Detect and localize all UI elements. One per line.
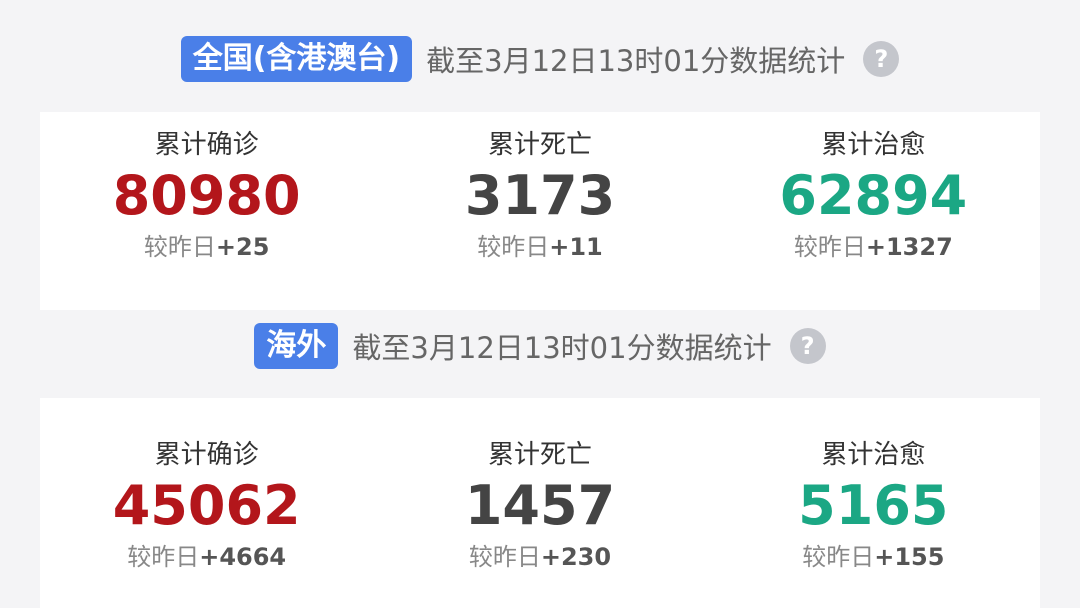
question-circle-icon[interactable]: ? [863, 41, 900, 77]
stat-value: 3173 [464, 164, 616, 227]
overseas-stats-card: 累计确诊 45062 较昨日+4664 累计死亡 1457 较昨日+230 累计… [40, 398, 1040, 608]
stat-label: 累计确诊 [154, 130, 259, 160]
stat-value: 5165 [798, 474, 949, 537]
stat-confirmed: 累计确诊 45062 较昨日+4664 [40, 398, 373, 608]
stat-delta: 较昨日+230 [468, 543, 612, 571]
stat-delta: 较昨日+11 [477, 233, 603, 261]
stat-death: 累计死亡 1457 较昨日+230 [373, 398, 706, 608]
stat-delta: 较昨日+4664 [127, 543, 287, 571]
stat-delta: 较昨日+155 [802, 543, 945, 571]
stat-label: 累计治愈 [821, 130, 926, 160]
stat-death: 累计死亡 3173 较昨日+11 [373, 112, 706, 310]
stat-label: 累计死亡 [487, 130, 592, 160]
stat-value: 45062 [112, 474, 301, 537]
stat-label: 累计确诊 [154, 440, 259, 470]
stat-delta: 较昨日+25 [143, 233, 270, 261]
stat-value: 62894 [779, 164, 968, 227]
stat-confirmed: 累计确诊 80980 较昨日+25 [40, 112, 373, 310]
domestic-stats-card: 累计确诊 80980 较昨日+25 累计死亡 3173 较昨日+11 累计治愈 … [40, 112, 1040, 310]
overseas-header: 海外 截至3月12日13时01分数据统计 ? [0, 323, 1080, 369]
stat-value: 80980 [112, 164, 301, 227]
stat-cured: 累计治愈 62894 较昨日+1327 [707, 112, 1040, 310]
update-time: 截至3月12日13时01分数据统计 [426, 44, 846, 78]
region-badge: 海外 [254, 323, 339, 369]
update-time: 截至3月12日13时01分数据统计 [352, 331, 772, 365]
region-badge: 全国(含港澳台) [180, 36, 413, 82]
question-circle-icon[interactable]: ? [789, 328, 826, 364]
stat-delta: 较昨日+1327 [793, 233, 953, 261]
stat-cured: 累计治愈 5165 较昨日+155 [707, 398, 1040, 608]
stat-label: 累计治愈 [821, 440, 926, 470]
domestic-header: 全国(含港澳台) 截至3月12日13时01分数据统计 ? [0, 36, 1080, 82]
stat-value: 1457 [464, 474, 616, 537]
stat-label: 累计死亡 [487, 440, 592, 470]
